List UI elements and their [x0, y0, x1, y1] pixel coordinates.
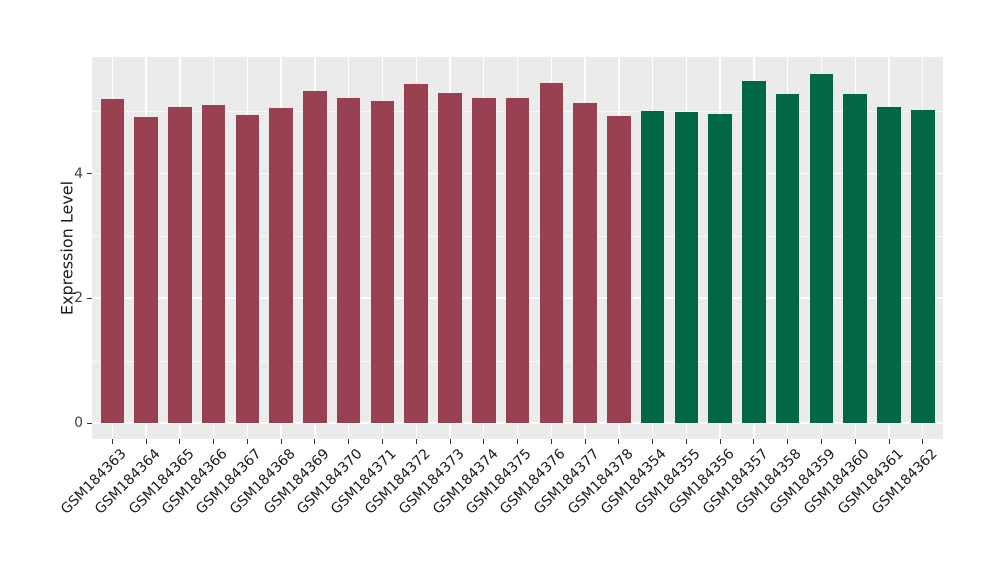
- x-tick-mark-GSM184362: [922, 439, 924, 444]
- bar-GSM184357: [742, 81, 766, 423]
- x-tick-mark-GSM184378: [618, 439, 620, 444]
- x-tick-mark-GSM184358: [787, 439, 789, 444]
- bar-GSM184366: [201, 104, 226, 423]
- x-tick-mark-GSM184372: [415, 439, 417, 444]
- y-tick-label-2: 2: [74, 290, 83, 307]
- bar-GSM184376: [539, 83, 564, 423]
- x-tick-mark-GSM184370: [348, 439, 350, 444]
- x-tick-mark-GSM184369: [314, 439, 316, 444]
- x-tick-mark-GSM184375: [517, 439, 519, 444]
- bar-GSM184373: [438, 93, 462, 423]
- bar-GSM184370: [336, 98, 361, 423]
- y-tick-label-4: 4: [74, 165, 83, 182]
- x-tick-mark-GSM184377: [584, 439, 586, 444]
- bar-GSM184356: [708, 114, 732, 423]
- bar-GSM184369: [303, 91, 327, 423]
- y-tick-label-0: 0: [74, 415, 83, 431]
- x-tick-mark-GSM184364: [145, 439, 147, 444]
- bar-GSM184355: [674, 111, 699, 423]
- bar-GSM184364: [134, 117, 158, 423]
- x-tick-mark-GSM184366: [213, 439, 215, 444]
- x-tick-mark-GSM184354: [652, 439, 654, 444]
- x-tick-mark-GSM184365: [179, 439, 181, 444]
- bar-GSM184372: [404, 84, 429, 423]
- bar-GSM184375: [505, 98, 530, 423]
- x-tick-mark-GSM184368: [280, 439, 282, 444]
- x-tick-mark-GSM184363: [111, 439, 113, 444]
- x-tick-mark-GSM184357: [753, 439, 755, 444]
- y-tick-mark-4: [87, 173, 92, 175]
- x-tick-mark-GSM184373: [449, 439, 451, 444]
- x-tick-mark-GSM184359: [820, 439, 822, 444]
- bar-GSM184374: [471, 98, 496, 423]
- plot-panel: [92, 57, 943, 439]
- bar-GSM184377: [573, 103, 597, 423]
- bar-GSM184361: [877, 106, 901, 423]
- bar-GSM184362: [910, 109, 935, 423]
- bar-GSM184358: [775, 94, 800, 423]
- x-tick-mark-GSM184376: [550, 439, 552, 444]
- x-tick-mark-GSM184371: [381, 439, 383, 444]
- bar-GSM184365: [168, 106, 192, 423]
- x-tick-mark-GSM184360: [854, 439, 856, 444]
- bar-GSM184360: [843, 94, 868, 423]
- x-tick-mark-GSM184355: [685, 439, 687, 444]
- y-tick-mark-0: [87, 422, 92, 424]
- x-tick-mark-GSM184356: [719, 439, 721, 444]
- x-tick-mark-GSM184374: [483, 439, 485, 444]
- x-tick-mark-GSM184361: [888, 439, 890, 444]
- y-tick-mark-2: [87, 297, 92, 299]
- bar-GSM184371: [370, 100, 395, 423]
- x-tick-mark-GSM184367: [246, 439, 248, 444]
- bar-GSM184363: [100, 99, 125, 423]
- bar-GSM184368: [269, 108, 293, 423]
- bar-GSM184367: [235, 114, 260, 423]
- bar-GSM184359: [809, 73, 834, 423]
- bar-GSM184378: [607, 115, 631, 423]
- bar-GSM184354: [640, 111, 665, 423]
